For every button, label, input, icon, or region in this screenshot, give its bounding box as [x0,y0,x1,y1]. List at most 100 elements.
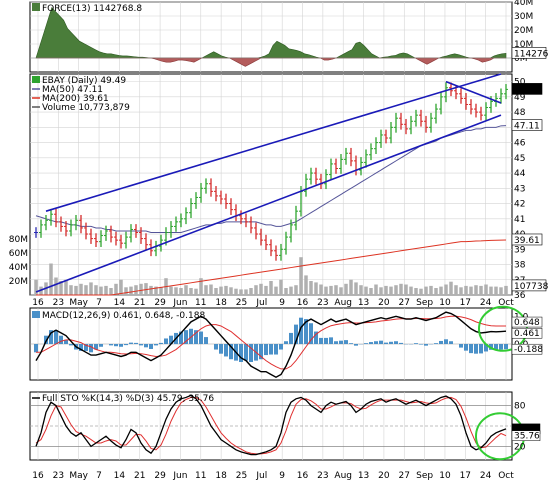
macd-histogram-bar [214,344,218,350]
volume-bar [244,289,248,295]
macd-histogram-bar [414,343,418,344]
price-tick-label: 44 [514,169,526,179]
macd-histogram-bar [89,344,93,352]
volume-bar [299,257,303,295]
volume-bar [499,287,503,295]
macd-histogram-bar [479,344,483,353]
x-axis-label: Aug [334,298,352,308]
macd-histogram-bar [449,341,453,344]
volume-bar [479,286,483,295]
macd-histogram-bar [134,343,138,344]
macd-tick-label: -0.188 [514,345,543,355]
x-axis-label: 24 [480,298,492,308]
x-axis-label: Jun [172,298,187,308]
volume-bar [414,288,418,295]
volume-bar [69,285,73,295]
macd-histogram-bar [459,344,463,348]
x-axis-label: 25 [236,471,247,480]
macd-histogram-bar [149,344,153,349]
x-axis-label: 27 [399,298,410,308]
x-axis-label: 17 [460,471,471,480]
macd-tick-label: 0.461 [514,329,540,339]
volume-tick-label: 40M [9,263,28,273]
macd-histogram-bar [219,344,223,354]
x-axis-label: 10 [439,298,451,308]
volume-bar [114,284,118,295]
volume-bar [224,286,228,295]
volume-bar [474,285,478,295]
macd-histogram-bar [279,344,283,350]
macd-histogram-bar [69,344,73,345]
x-axis-label: Oct [498,471,514,480]
force-value-tag: 1142768 [514,49,548,59]
volume-bar [459,287,463,295]
macd-histogram-bar [164,338,168,344]
macd-histogram-bar [349,343,353,344]
macd-histogram-bar [154,344,158,345]
volume-bar [234,289,238,295]
x-axis-label: 14 [114,471,126,480]
volume-bar [159,287,163,295]
x-axis-label: 14 [114,298,126,308]
volume-bar [339,287,343,295]
volume-bar [369,288,373,295]
macd-histogram-bar [394,341,398,344]
macd-histogram-bar [159,343,163,344]
force-tick-label: 20M [514,26,533,36]
volume-bar [444,285,448,296]
volume-bar [364,287,368,295]
macd-histogram-bar [119,344,123,347]
volume-bar [134,285,138,295]
macd-histogram-bar [399,343,403,344]
volume-bar [324,287,328,295]
sto-title: Full STO %K(14,3) %D(3) 45.79, 35.76 [42,394,214,404]
macd-histogram-bar [144,344,148,347]
volume-bar [209,285,213,296]
macd-histogram-bar [469,344,473,353]
x-axis-label: 7 [96,298,102,308]
x-axis-label: 18 [215,471,227,480]
volume-bar [54,278,58,296]
volume-bar [259,284,263,295]
volume-bar [409,287,413,295]
volume-bar [309,281,313,295]
macd-histogram-bar [384,343,388,344]
volume-bar [454,285,458,295]
volume-bar [104,286,108,295]
macd-histogram-bar [264,344,268,355]
macd-histogram-bar [54,330,58,344]
macd-histogram-bar [464,344,468,351]
volume-bar [229,287,233,295]
macd-histogram-bar [339,341,343,344]
macd-histogram-bar [344,340,348,344]
macd-histogram-bar [269,344,273,355]
sto-tick-label: 80 [514,402,526,412]
macd-histogram-bar [374,341,378,344]
price-tick-label: 41 [514,215,525,225]
volume-bar [64,280,68,295]
macd-histogram-bar [284,341,288,344]
macd-histogram-bar [504,344,508,349]
macd-histogram-bar [389,342,393,344]
macd-histogram-bar [129,343,133,344]
volume-bar [439,287,443,295]
volume-bar [249,288,253,295]
volume-bar [219,287,223,295]
volume-bar [189,288,193,295]
volume-bar [429,286,433,295]
volume-bar [379,287,383,295]
x-axis-label: May [69,298,88,308]
macd-tick-label: 0.648 [514,318,540,328]
force-tick-label: 30M [514,12,533,22]
x-axis-label: 10 [439,471,451,480]
volume-bar [179,288,183,295]
x-axis-label: 9 [279,471,285,480]
macd-histogram-bar [364,343,368,344]
macd-histogram-bar [99,344,103,347]
volume-bar [449,282,453,295]
x-axis-label: 18 [215,298,227,308]
macd-histogram-bar [324,338,328,344]
x-axis-label: Sep [416,471,433,480]
volume-bar [34,280,38,295]
x-axis-label: 23 [317,471,328,480]
